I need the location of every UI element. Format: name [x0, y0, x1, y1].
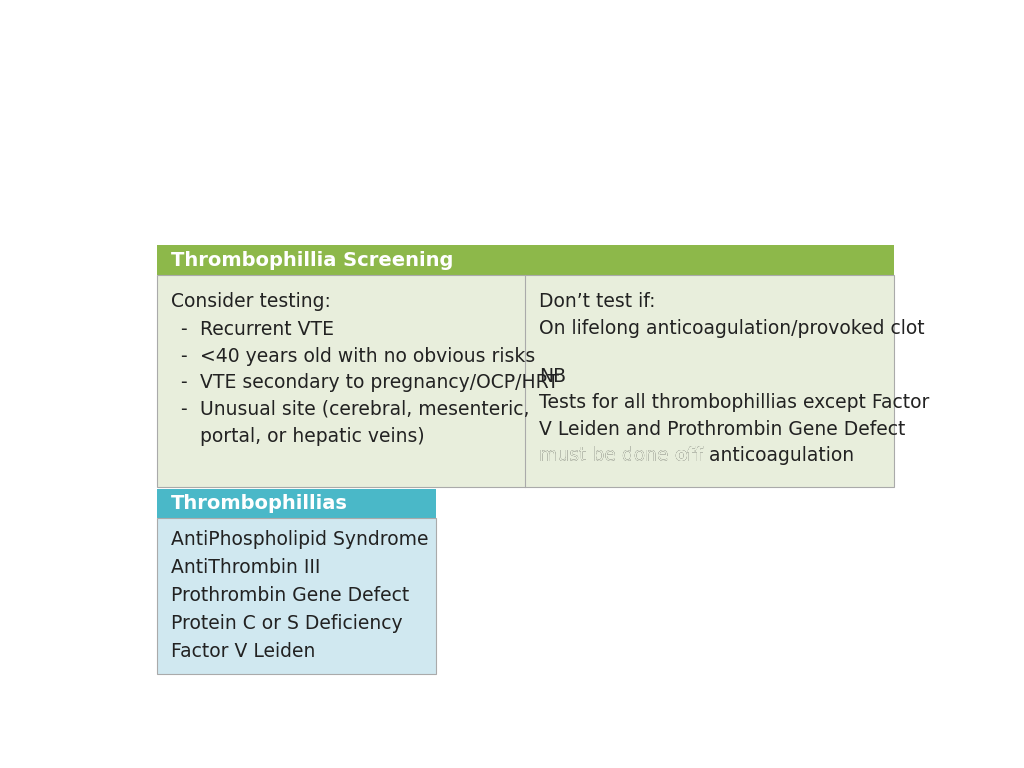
Text: -: -	[180, 400, 186, 419]
Text: Thrombophillia Screening: Thrombophillia Screening	[171, 250, 453, 270]
Text: Thrombophillias: Thrombophillias	[171, 494, 347, 513]
Text: portal, or hepatic veins): portal, or hepatic veins)	[200, 426, 425, 445]
Text: -: -	[180, 320, 186, 339]
Text: Prothrombin Gene Defect: Prothrombin Gene Defect	[171, 586, 409, 604]
Text: Tests for all thrombophillias except Factor: Tests for all thrombophillias except Fac…	[539, 393, 929, 412]
Text: must be done: must be done	[539, 446, 674, 465]
Text: Don’t test if:: Don’t test if:	[539, 293, 655, 311]
Text: Recurrent VTE: Recurrent VTE	[200, 320, 334, 339]
FancyBboxPatch shape	[157, 488, 436, 518]
Text: off: off	[674, 446, 703, 465]
Text: AntiThrombin III: AntiThrombin III	[171, 558, 319, 577]
Text: Protein C or S Deficiency: Protein C or S Deficiency	[171, 614, 402, 633]
Text: On lifelong anticoagulation/provoked clot: On lifelong anticoagulation/provoked clo…	[539, 319, 925, 338]
Text: Consider testing:: Consider testing:	[171, 293, 331, 311]
Text: NB: NB	[539, 367, 566, 386]
Text: <40 years old with no obvious risks: <40 years old with no obvious risks	[200, 347, 536, 366]
Text: V Leiden and Prothrombin Gene Defect: V Leiden and Prothrombin Gene Defect	[539, 420, 905, 439]
FancyBboxPatch shape	[157, 245, 894, 276]
Text: anticoagulation: anticoagulation	[703, 446, 854, 465]
Text: Factor V Leiden: Factor V Leiden	[171, 642, 315, 661]
Text: -: -	[180, 373, 186, 392]
FancyBboxPatch shape	[157, 518, 436, 674]
FancyBboxPatch shape	[157, 276, 894, 487]
Text: Unusual site (cerebral, mesenteric,: Unusual site (cerebral, mesenteric,	[200, 400, 529, 419]
Text: AntiPhospholipid Syndrome: AntiPhospholipid Syndrome	[171, 529, 428, 548]
Text: VTE secondary to pregnancy/OCP/HRT: VTE secondary to pregnancy/OCP/HRT	[200, 373, 559, 392]
Text: off: off	[674, 446, 703, 465]
Text: -: -	[180, 347, 186, 366]
Text: must be done: must be done	[539, 446, 674, 465]
